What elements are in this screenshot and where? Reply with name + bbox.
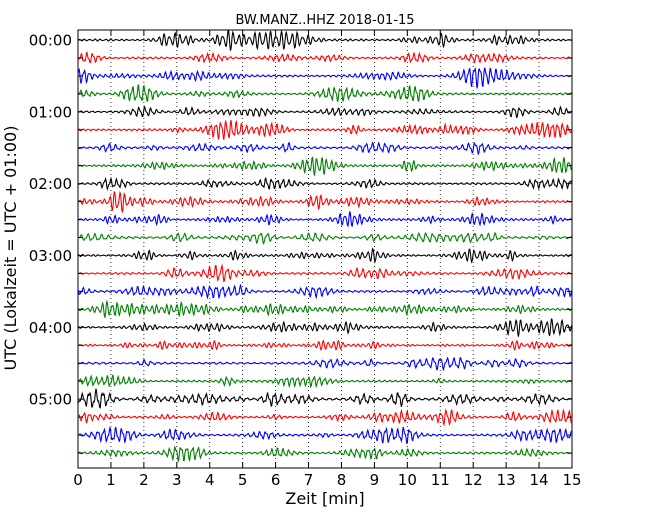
seismic-trace xyxy=(77,141,573,156)
seismic-trace xyxy=(77,66,572,89)
x-tick-label: 7 xyxy=(304,471,314,489)
seismic-trace xyxy=(77,176,573,192)
x-tick-label: 3 xyxy=(172,471,182,489)
seismic-trace xyxy=(77,120,573,140)
seismic-trace xyxy=(77,211,573,228)
seismic-trace xyxy=(77,445,572,463)
x-tick-label: 2 xyxy=(139,471,149,489)
seismic-trace xyxy=(77,356,573,372)
y-tick-label: 05:00 xyxy=(29,391,72,409)
seismic-trace xyxy=(77,339,572,352)
x-tick-label: 15 xyxy=(562,471,581,489)
x-tick-label: 10 xyxy=(398,471,417,489)
seismic-trace xyxy=(77,190,573,213)
y-tick-label: 00:00 xyxy=(29,32,72,50)
y-axis: 00:00 01:00 02:00 03:00 04:00 05:00 xyxy=(29,32,572,454)
seismic-trace xyxy=(77,51,573,64)
plot-area: 0 1 2 3 4 5 6 7 8 9 10 11 12 13 14 15 00:0001:0002:0003… xyxy=(29,29,582,489)
seismic-trace xyxy=(77,318,573,337)
y-axis-label: UTC (Lokalzeit = UTC + 01:00) xyxy=(1,126,20,371)
seismic-trace xyxy=(77,83,573,102)
chart-title: BW.MANZ..HHZ 2018-01-15 xyxy=(235,13,414,28)
x-tick-label: 5 xyxy=(238,471,248,489)
x-tick-label: 8 xyxy=(337,471,347,489)
seismic-trace xyxy=(77,247,573,264)
seismic-trace xyxy=(77,388,573,409)
seismic-trace xyxy=(77,299,573,319)
seismic-trace xyxy=(77,426,573,444)
seismic-trace xyxy=(77,283,573,300)
seismic-trace xyxy=(77,29,572,52)
x-tick-label: 13 xyxy=(497,471,516,489)
seismic-trace xyxy=(77,263,572,283)
x-tick-label: 11 xyxy=(431,471,450,489)
seismic-trace xyxy=(77,231,572,245)
y-tick-label: 03:00 xyxy=(29,247,72,265)
y-tick-label: 04:00 xyxy=(29,319,72,337)
seismic-trace xyxy=(77,374,573,389)
plot-frame xyxy=(77,29,573,469)
x-tick-label: 6 xyxy=(271,471,281,489)
y-tick-label: 02:00 xyxy=(29,175,72,193)
x-tick-label: 14 xyxy=(530,471,549,489)
x-tick-label: 12 xyxy=(464,471,483,489)
seismic-trace xyxy=(77,408,573,427)
seismic-trace xyxy=(77,105,573,119)
seismic-trace xyxy=(77,156,573,176)
x-tick-label: 9 xyxy=(370,471,380,489)
y-tick-label: 01:00 xyxy=(29,103,72,121)
x-tick-label: 1 xyxy=(106,471,116,489)
x-tick-label: 0 xyxy=(73,471,83,489)
x-axis: 0 1 2 3 4 5 6 7 8 9 10 11 12 13 14 15 xyxy=(73,30,582,489)
x-tick-label: 4 xyxy=(205,471,215,489)
trace-group xyxy=(77,29,573,463)
x-axis-label: Zeit [min] xyxy=(285,489,364,508)
